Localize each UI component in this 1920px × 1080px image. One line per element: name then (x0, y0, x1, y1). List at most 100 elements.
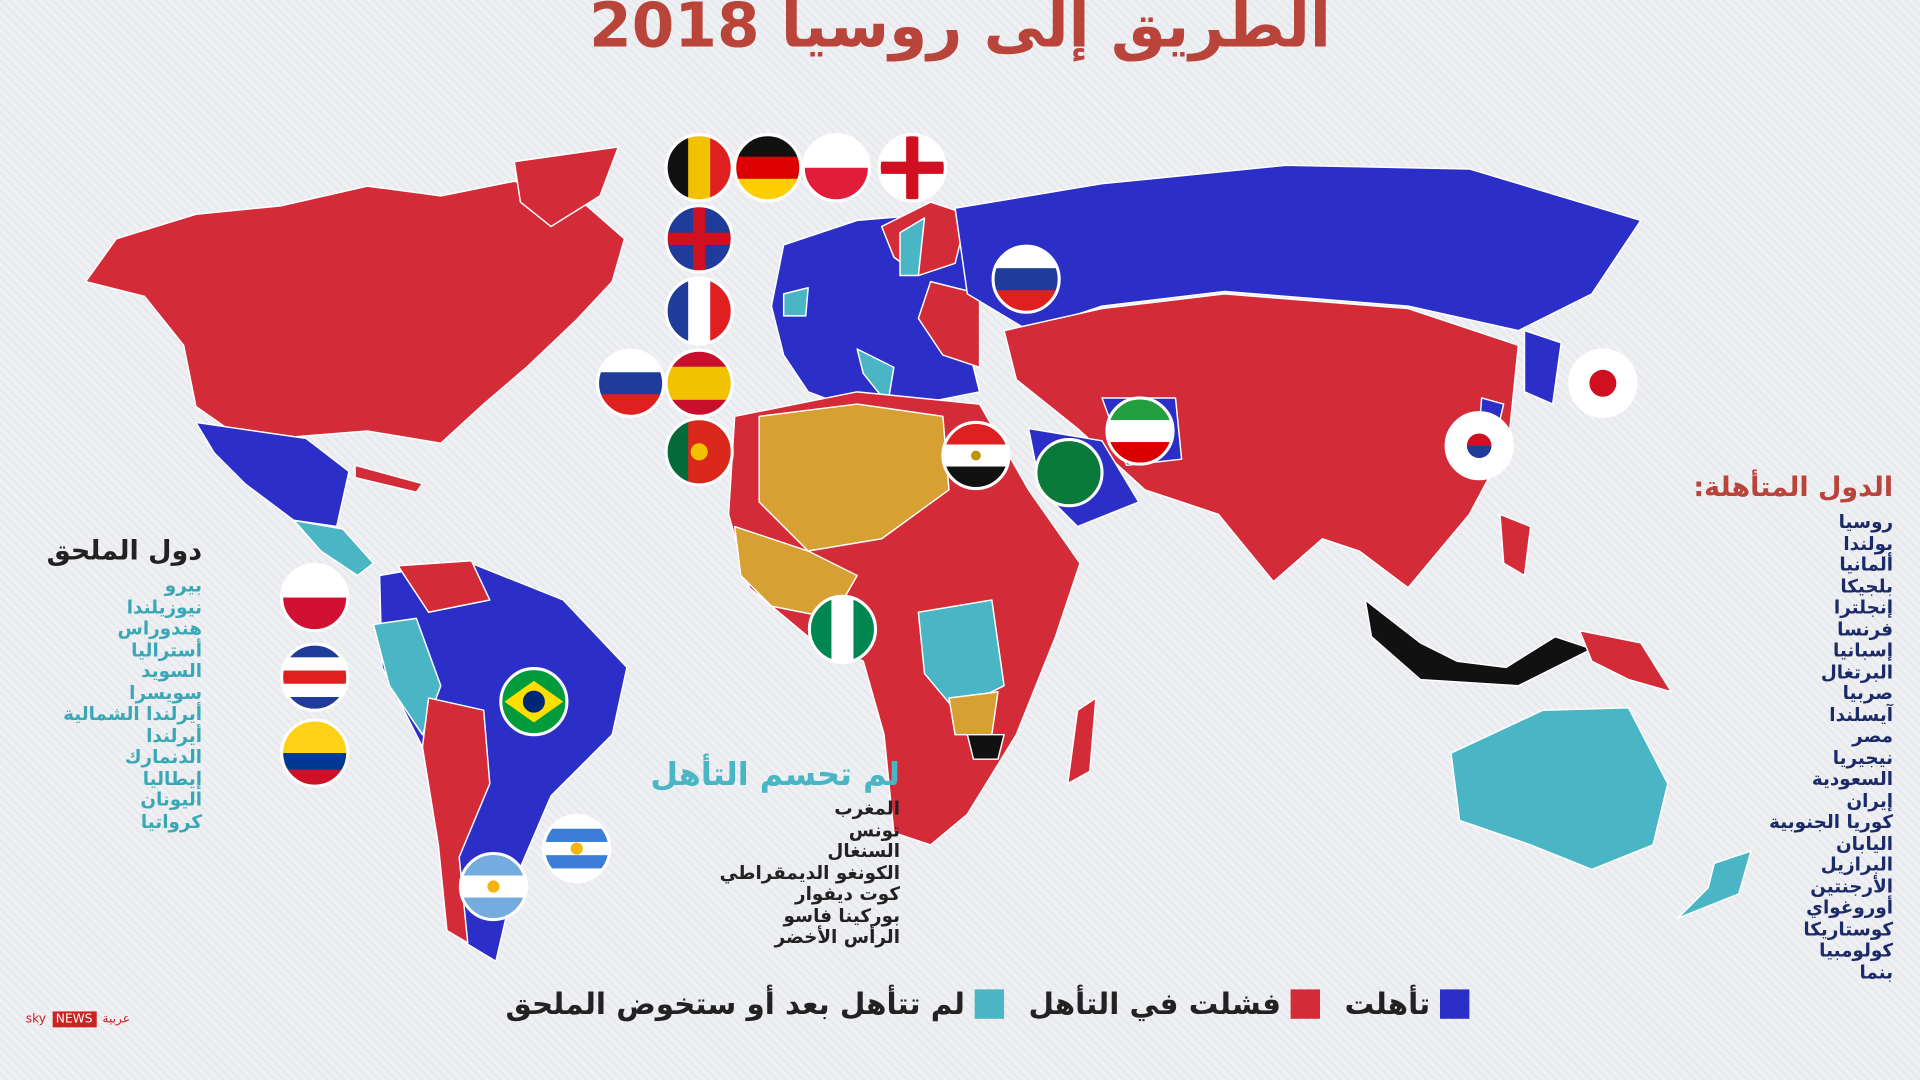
qualified-country: بلجيكا (1840, 574, 1894, 597)
legend-label-playoff: لم تتأهل بعد أو ستخوض الملحق (505, 986, 965, 1022)
iceland-flag-icon (664, 204, 734, 274)
portugal-flag-icon (664, 417, 734, 487)
poland-flag-icon (801, 133, 871, 203)
region-philippines (1499, 513, 1532, 577)
korea-flag-icon (1444, 411, 1514, 481)
playoff-items: بيرو نيوزيلندا هندوراس أستراليا السويد سويسرا… (12, 574, 203, 833)
undecided-country: الرأس الأخضر (774, 925, 901, 948)
legend-label-qualified: تأهلت (1344, 986, 1431, 1022)
qualified-country: الأرجنتين (1810, 874, 1894, 897)
qualified-country: إيران (1846, 789, 1894, 812)
region-japan (1523, 329, 1562, 405)
undecided-country: بوركينا فاسو (783, 904, 901, 927)
undecided-country: كوت ديفوار (795, 882, 901, 905)
region-sweden (899, 217, 926, 277)
costa-rica-flag-icon (280, 642, 350, 712)
playoff-country: سويسرا (129, 681, 203, 704)
qualified-country: أوروغواي (1806, 896, 1894, 919)
undecided-list: لم تحسم التأهل المغرب تونس السنغال الكونغو … (637, 757, 900, 949)
flag-markers (280, 133, 1638, 922)
region-central-america (293, 519, 375, 577)
qualified-country: كوريا الجنوبية (1769, 810, 1894, 833)
belgium-flag-icon (664, 133, 734, 203)
qualified-country: كولومبيا (1819, 939, 1894, 962)
region-caribbean (354, 464, 424, 493)
logo-news: NEWS (52, 1011, 97, 1028)
playoff-country: نيوزيلندا (126, 595, 203, 618)
undecided-country: المغرب (834, 797, 901, 820)
playoff-country: هندوراس (117, 617, 203, 640)
qualified-country: كوستاريكا (1803, 917, 1894, 940)
logo-sky: sky (25, 1012, 46, 1027)
qualified-country: فرنسا (1837, 617, 1894, 640)
brazil-flag-icon (499, 667, 569, 737)
region-ireland (782, 287, 809, 317)
qualified-country: البرازيل (1820, 853, 1894, 876)
undecided-country: الكونغو الديمقراطي (719, 861, 901, 884)
uruguay-flag-icon (542, 813, 612, 884)
undecided-items: المغرب تونس السنغال الكونغو الديمقراطي كوت د… (637, 798, 900, 948)
playoff-country: أيرلندا (146, 724, 203, 747)
qualified-country: روسيا (1838, 510, 1894, 533)
region-greenland (513, 146, 620, 228)
region-bolivia-chile (421, 697, 491, 944)
playoff-country: اليونان (140, 788, 203, 811)
region-north-africa (758, 403, 950, 552)
argentina-flag-icon (458, 851, 529, 922)
sky-news-arabia-logo: sky NEWS عربية (22, 1011, 134, 1028)
region-venezuela (397, 560, 491, 613)
region-new-zealand (1676, 850, 1752, 920)
qualified-items: روسيا بولندا ألمانيا بلجيكا إنجلترا فرنسا إسبا… (1693, 510, 1894, 983)
saudi-flag-icon (1034, 438, 1104, 508)
region-australia (1450, 707, 1669, 871)
qualified-country: آيسلندا (1829, 703, 1894, 726)
nigeria-flag-icon (807, 594, 878, 664)
playoff-country: السويد (141, 660, 203, 683)
qualified-country: إسبانيا (1833, 639, 1894, 662)
region-north-america (84, 180, 626, 445)
qualified-country: بنما (1859, 960, 1894, 983)
qualified-country: مصر (1852, 724, 1894, 747)
playoff-heading: دول الملحق (46, 536, 203, 567)
qualified-country: صربيا (1842, 682, 1894, 705)
region-madagascar (1067, 697, 1097, 785)
playoff-country: كرواتيا (140, 810, 203, 833)
legend-label-failed: فشلت في التأهل (1028, 986, 1281, 1022)
legend-swatch-playoff (974, 989, 1005, 1019)
playoff-country: أيرلندا الشمالية (63, 702, 203, 725)
region-png (1578, 629, 1673, 693)
qualified-country: اليابان (1835, 832, 1894, 855)
colombia-flag-icon (280, 718, 350, 788)
playoff-country: إيطاليا (142, 767, 203, 790)
legend-swatch-qualified (1440, 989, 1470, 1019)
region-zambia (948, 691, 999, 736)
spain-flag-icon (664, 348, 734, 418)
undecided-heading: لم تحسم التأهل (650, 756, 901, 794)
qualified-country: نيجيريا (1832, 746, 1894, 769)
region-zimbabwe (966, 733, 1005, 760)
legend-swatch-failed (1290, 989, 1321, 1019)
france-flag-icon (664, 276, 734, 346)
legend: تأهلت فشلت في التأهل لم تتأهل بعد أو ستخ… (453, 986, 1470, 1022)
page-title: الطريق إلى روسيا 2018 (589, 0, 1331, 62)
qualified-country: السعودية (1811, 767, 1894, 790)
germany-flag-icon (733, 133, 803, 203)
russia-flag-icon (991, 244, 1061, 314)
playoff-country: أستراليا (131, 638, 203, 661)
slovenia-flag-icon (596, 348, 666, 418)
egypt-flag-icon (941, 420, 1011, 491)
qualified-heading: الدول المتأهلة: (1693, 472, 1894, 504)
logo-arabic: عربية (102, 1012, 131, 1027)
playoff-country: بيرو (164, 574, 203, 597)
panama-flag-icon (280, 562, 350, 633)
undecided-country: تونس (848, 818, 901, 841)
region-mexico (195, 421, 350, 528)
qualified-country: ألمانيا (1839, 553, 1894, 576)
iran-flag-icon (1105, 396, 1175, 466)
qualified-country: البرتغال (1820, 660, 1894, 683)
qualified-country: بولندا (1843, 532, 1894, 555)
undecided-country: السنغال (827, 840, 901, 863)
playoff-country: الدنمارك (124, 745, 203, 768)
